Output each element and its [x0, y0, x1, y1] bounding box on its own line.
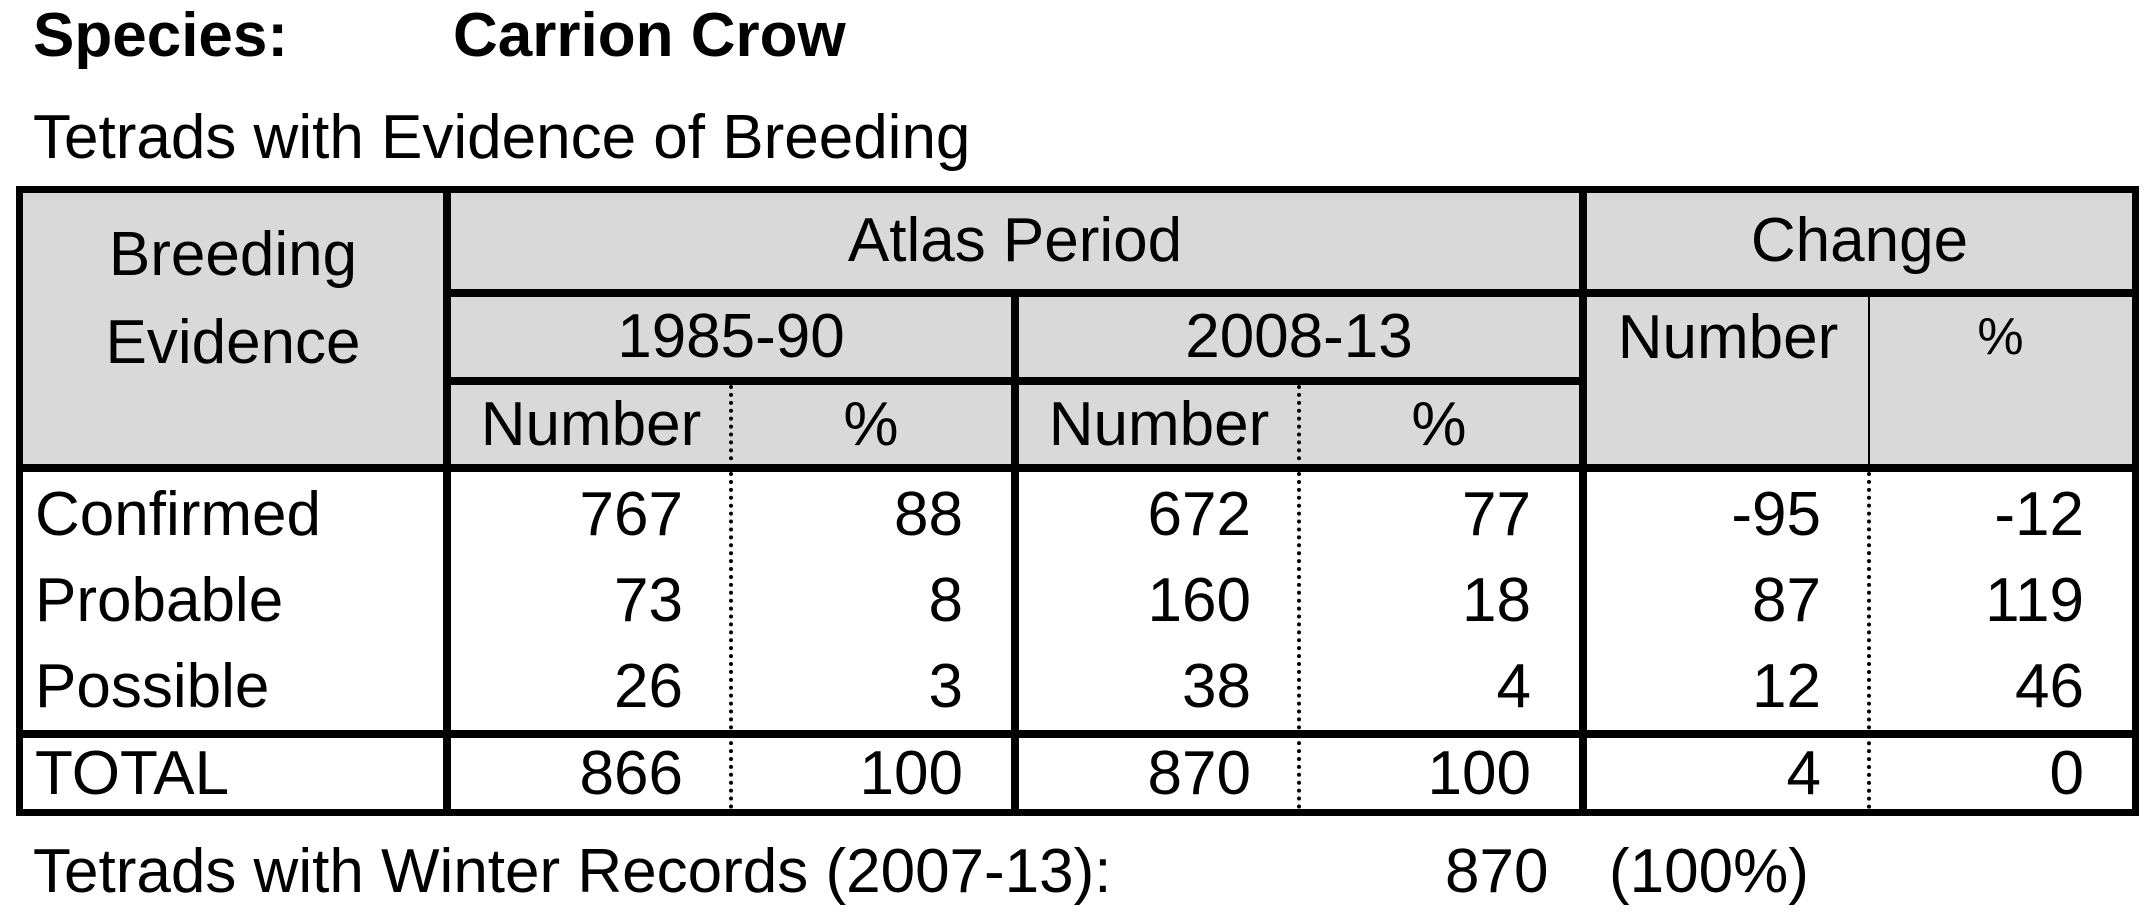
total-change-number: 4: [1786, 738, 1821, 808]
cell-p1: 3: [928, 652, 963, 721]
cell-change-number: 12: [1752, 652, 1821, 721]
cell-p2: 77: [1462, 480, 1531, 549]
divider-after-1985: [1011, 289, 1019, 809]
row-label: Probable: [35, 566, 284, 635]
divider-before-change: [1579, 193, 1587, 809]
total-n2: 870: [1147, 738, 1251, 808]
header-breeding-line1: Breeding: [108, 219, 358, 289]
header-breeding-line2: Evidence: [105, 307, 361, 377]
header-change-number: Number: [1587, 297, 1869, 464]
total-label: TOTAL: [35, 738, 230, 808]
header-2008-number: Number: [1019, 385, 1299, 464]
cell-p1: 8: [928, 566, 963, 635]
dotted-divider-1985: [729, 385, 733, 809]
cell-n1: 73: [614, 566, 683, 635]
header-change-percent: %: [1869, 297, 2132, 464]
winter-records-label: Tetrads with Winter Records (2007-13):: [33, 837, 1112, 906]
header-breeding-evidence: Breeding Evidence: [23, 193, 443, 464]
row-label: Confirmed: [35, 480, 321, 549]
header-2008-percent: %: [1299, 385, 1579, 464]
winter-records: Tetrads with Winter Records (2007-13): 8…: [33, 832, 2133, 912]
cell-p2: 4: [1496, 652, 1531, 721]
header-atlas-period: Atlas Period: [451, 193, 1579, 289]
table-subtitle: Tetrads with Evidence of Breeding: [33, 103, 971, 172]
divider-above-total: [23, 730, 2132, 738]
row-label: Possible: [35, 652, 270, 721]
dotted-divider-2008: [1297, 385, 1301, 809]
breeding-table: Breeding Evidence Atlas Period Change 19…: [16, 186, 2139, 816]
divider-change-header: [1868, 297, 1870, 464]
divider-under-atlas: [451, 289, 2132, 297]
cell-p1: 88: [894, 480, 963, 549]
cell-p2: 18: [1462, 566, 1531, 635]
cell-n2: 160: [1147, 566, 1251, 635]
header-1985-number: Number: [451, 385, 731, 464]
divider-under-periods: [451, 377, 1579, 385]
total-p2: 100: [1427, 738, 1531, 808]
cell-n2: 38: [1182, 652, 1251, 721]
cell-change-percent: 46: [2015, 652, 2084, 721]
cell-n1: 26: [614, 652, 683, 721]
total-p1: 100: [859, 738, 963, 808]
cell-change-number: 87: [1752, 566, 1821, 635]
cell-change-number: -95: [1731, 480, 1821, 549]
total-n1: 866: [579, 738, 683, 808]
winter-records-count: 870: [1445, 837, 1549, 906]
cell-change-percent: -12: [1994, 480, 2084, 549]
divider-under-header: [23, 464, 2132, 472]
cell-change-percent: 119: [1985, 566, 2084, 635]
dotted-divider-change: [1867, 472, 1871, 809]
total-change-percent: 0: [2049, 738, 2084, 808]
header-1985-percent: %: [731, 385, 1011, 464]
header-period-1985: 1985-90: [451, 297, 1011, 377]
species-label: Species:: [33, 1, 289, 70]
header-period-2008: 2008-13: [1019, 297, 1579, 377]
divider-after-label: [443, 193, 451, 809]
cell-n1: 767: [579, 480, 683, 549]
header-change: Change: [1587, 193, 2132, 289]
species-name: Carrion Crow: [453, 1, 846, 70]
cell-n2: 672: [1147, 480, 1251, 549]
winter-records-percent: (100%): [1609, 837, 1809, 906]
